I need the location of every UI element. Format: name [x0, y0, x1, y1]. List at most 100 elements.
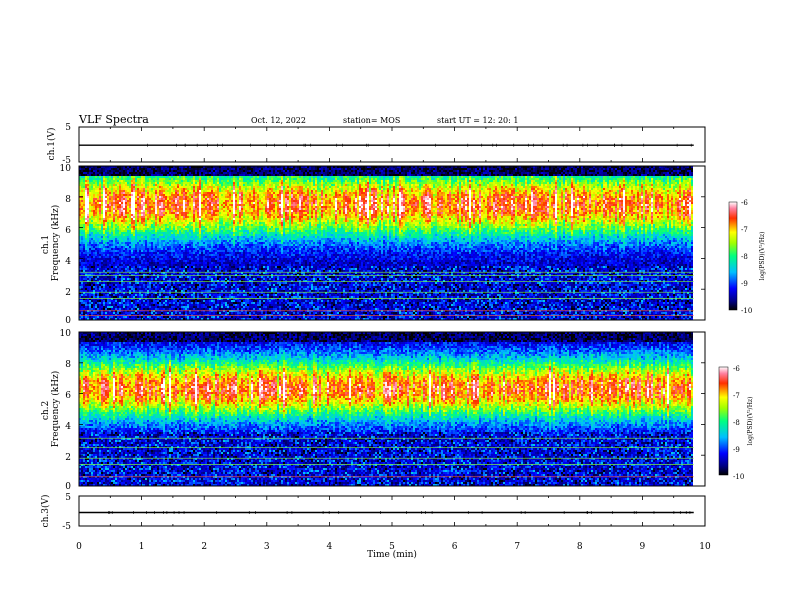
spectrogram-cell — [93, 190, 95, 192]
spectrogram-cell — [81, 284, 83, 286]
spectrogram-cell — [93, 244, 95, 246]
spectrogram-cell — [91, 184, 93, 186]
spectrogram-cell — [83, 216, 85, 218]
spectrogram-cell — [83, 302, 85, 304]
spectrogram-cell — [89, 316, 91, 318]
spectrogram-cell — [95, 190, 97, 192]
spectrogram-cell — [81, 246, 83, 248]
ch1-voltage-panel: 5 -5 ch.1(V) — [46, 123, 705, 166]
spectrogram-cell — [91, 172, 93, 174]
figure-title: VLF Spectra — [78, 113, 149, 126]
spectrogram-cell — [83, 178, 85, 180]
spectrogram-cell — [83, 200, 85, 202]
spectrogram-cell — [85, 186, 87, 188]
spectrogram-cell — [89, 230, 91, 232]
spectrogram-cell — [97, 208, 99, 210]
spectrogram-cell — [89, 192, 91, 194]
spectrogram-cell — [97, 290, 99, 292]
p1-img-col — [91, 166, 93, 320]
spectrogram-cell — [91, 256, 93, 258]
spectrogram-cell — [95, 250, 97, 252]
spectrogram-cell — [89, 208, 91, 210]
spectrogram-cell — [87, 236, 89, 238]
spectrogram-cell — [83, 238, 85, 240]
spectrogram-cell — [81, 304, 83, 306]
spectrogram-cell — [97, 226, 99, 228]
ch1-voltage-trace — [79, 144, 694, 147]
spectrogram-cell — [95, 170, 97, 172]
spectrogram-cell — [85, 296, 87, 298]
spectrogram-cell — [81, 184, 83, 186]
spectrogram-cell — [81, 188, 83, 190]
spectrogram-cell — [97, 278, 99, 280]
spectrogram-cell — [93, 258, 95, 260]
spectrogram-cell — [97, 178, 99, 180]
spectrogram-cell — [97, 264, 99, 266]
spectrogram-cell — [87, 202, 89, 204]
spectrogram-cell — [91, 208, 93, 210]
spectrogram-cell — [89, 196, 91, 198]
spectrogram-cell — [93, 290, 95, 292]
spectrogram-cell — [87, 188, 89, 190]
spectrogram-cell — [81, 202, 83, 204]
date-label: Oct. 12, 2022 — [251, 116, 306, 125]
spectrogram-cell — [81, 312, 83, 314]
spectrogram-cell — [83, 218, 85, 220]
spectrogram-cell — [87, 176, 89, 178]
spectrogram-cell — [89, 194, 91, 196]
spectrogram-cell — [93, 296, 95, 298]
spectrogram-cell — [93, 316, 95, 318]
spectrogram-cell — [87, 234, 89, 236]
spectrogram-cell — [83, 246, 85, 248]
spectrogram-cell — [89, 200, 91, 202]
spectrogram-cell — [93, 224, 95, 226]
spectrogram-cell — [83, 184, 85, 186]
spectrogram-cell — [91, 174, 93, 176]
spectrogram-cell — [93, 234, 95, 236]
spectrogram-cell — [85, 176, 87, 178]
spectrogram-cell — [87, 204, 89, 206]
spectrogram-cell — [85, 212, 87, 214]
spectrogram-cell — [89, 224, 91, 226]
spectrogram-cell — [85, 180, 87, 182]
spectrogram-cell — [89, 300, 91, 302]
spectrogram-cell — [97, 184, 99, 186]
spectrogram-cell — [97, 294, 99, 296]
spectrogram-cell — [91, 312, 93, 314]
spectrogram-cell — [97, 244, 99, 246]
spectrogram-cell — [95, 232, 97, 234]
spectrogram-cell — [89, 212, 91, 214]
spectrogram-cell — [85, 270, 87, 272]
spectrogram-cell — [85, 232, 87, 234]
spectrogram-cell — [97, 288, 99, 290]
spectrogram-cell — [97, 220, 99, 222]
spectrogram-cell — [83, 210, 85, 212]
spectrogram-cell — [87, 266, 89, 268]
spectrogram-cell — [97, 240, 99, 242]
spectrogram-cell — [89, 264, 91, 266]
spectrogram-cell — [85, 286, 87, 288]
spectrogram-cell — [83, 198, 85, 200]
spectrogram-cell — [87, 182, 89, 184]
spectrogram-cell — [95, 268, 97, 270]
spectrogram-cell — [89, 206, 91, 208]
spectrogram-cell — [83, 284, 85, 286]
spectrogram-cell — [85, 220, 87, 222]
spectrogram-cell — [97, 282, 99, 284]
spectrogram-cell — [81, 244, 83, 246]
spectrogram-cell — [85, 282, 87, 284]
spectrogram-cell — [81, 218, 83, 220]
spectrogram-cell — [95, 304, 97, 306]
spectrogram-cell — [93, 202, 95, 204]
spectrogram-cell — [97, 306, 99, 308]
spectrogram-cell — [91, 232, 93, 234]
spectrogram-cell — [87, 306, 89, 308]
spectrogram-cell — [83, 226, 85, 228]
spectrogram-cell — [85, 198, 87, 200]
spectrogram-cell — [97, 250, 99, 252]
spectrogram-cell — [95, 194, 97, 196]
vlf-spectra-figure: VLF Spectra Oct. 12, 2022 station= MOS s… — [0, 0, 792, 612]
spectrogram-cell — [93, 262, 95, 264]
spectrogram-cell — [89, 262, 91, 264]
spectrogram-cell — [87, 180, 89, 182]
